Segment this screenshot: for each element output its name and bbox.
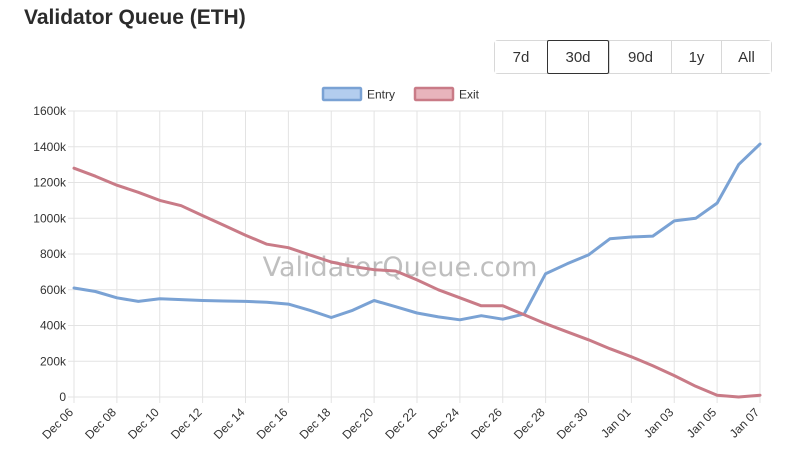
chart-legend: Entry Exit <box>321 86 480 102</box>
x-tick-label: Dec 12 <box>168 405 205 442</box>
page-title: Validator Queue (ETH) <box>24 6 246 29</box>
y-tick-label: 1600k <box>33 104 67 118</box>
legend-label-exit[interactable]: Exit <box>459 88 480 102</box>
x-tick-label: Jan 01 <box>598 405 634 441</box>
y-tick-label: 1200k <box>33 176 67 190</box>
y-tick-label: 600k <box>40 283 67 297</box>
y-tick-label: 0 <box>59 390 66 404</box>
series-line-entry <box>72 142 762 322</box>
range-90d-button[interactable]: 90d <box>609 41 671 73</box>
x-tick-label: Dec 16 <box>254 405 291 442</box>
x-tick-label: Dec 08 <box>82 405 119 442</box>
y-tick-label: 800k <box>40 247 67 261</box>
chart-series <box>72 142 762 399</box>
x-tick-label: Dec 10 <box>125 405 162 442</box>
y-tick-label: 400k <box>40 319 67 333</box>
range-7d-button[interactable]: 7d <box>495 41 547 73</box>
legend-label-entry[interactable]: Entry <box>367 88 395 102</box>
x-tick-label: Dec 28 <box>511 405 548 442</box>
x-tick-label: Dec 30 <box>554 405 591 442</box>
y-tick-label: 200k <box>40 354 67 368</box>
x-tick-label: Dec 24 <box>425 405 462 442</box>
y-tick-label: 1000k <box>33 211 67 225</box>
time-range-selector: 7d 30d 90d 1y All <box>494 40 772 74</box>
legend-swatch-exit[interactable] <box>413 86 455 102</box>
range-all-button[interactable]: All <box>721 41 771 73</box>
x-tick-label: Dec 26 <box>468 405 505 442</box>
x-tick-label: Jan 03 <box>641 405 677 441</box>
series-line-exit <box>72 166 762 399</box>
x-tick-label: Dec 14 <box>211 405 248 442</box>
range-1y-button[interactable]: 1y <box>671 41 721 73</box>
x-tick-label: Dec 18 <box>297 405 334 442</box>
watermark-text: ValidatorQueue.com <box>263 252 538 283</box>
y-tick-label: 1400k <box>33 140 67 154</box>
x-tick-label: Jan 05 <box>684 405 720 441</box>
legend-swatch-entry[interactable] <box>321 86 363 102</box>
x-tick-label: Dec 06 <box>39 405 76 442</box>
x-tick-label: Dec 22 <box>382 405 419 442</box>
x-tick-label: Dec 20 <box>339 405 376 442</box>
range-30d-button[interactable]: 30d <box>547 40 609 74</box>
x-tick-label: Jan 07 <box>727 405 763 441</box>
